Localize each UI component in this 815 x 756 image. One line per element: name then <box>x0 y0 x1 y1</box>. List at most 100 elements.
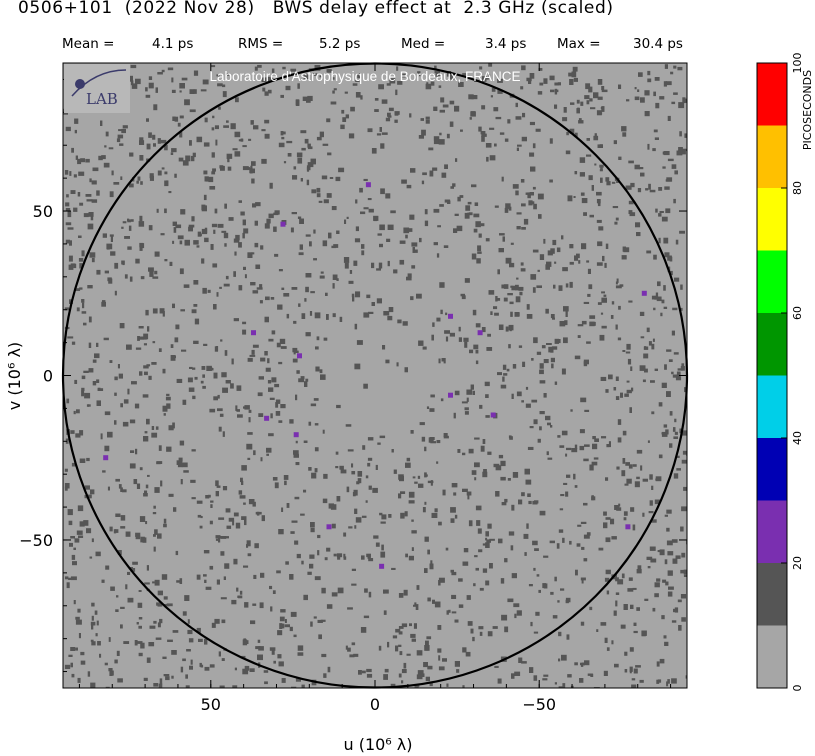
speckle <box>536 285 542 288</box>
speckle <box>70 647 76 651</box>
speckle <box>148 267 154 272</box>
speckle <box>384 668 389 673</box>
speckle <box>489 127 495 130</box>
speckle <box>208 176 214 183</box>
speckle <box>431 334 434 341</box>
speckle <box>117 364 120 369</box>
speckle <box>70 190 76 194</box>
speckle <box>445 336 449 342</box>
speckle <box>144 371 148 376</box>
speckle <box>135 535 141 540</box>
speckle <box>403 589 408 596</box>
speckle <box>462 647 467 653</box>
speckle <box>222 91 227 98</box>
speckle <box>91 199 98 203</box>
speckle <box>570 102 575 105</box>
speckle <box>573 473 576 480</box>
speckle <box>178 157 184 162</box>
speckle <box>655 208 658 213</box>
speckle <box>351 471 356 475</box>
speckle <box>565 453 568 457</box>
speckle <box>264 223 270 229</box>
speckle <box>298 303 301 307</box>
speckle <box>489 155 496 161</box>
speckle <box>485 143 492 148</box>
speckle <box>292 347 298 353</box>
speckle <box>170 152 174 155</box>
speckle <box>662 579 667 583</box>
speckle <box>468 448 474 454</box>
speckle <box>398 631 403 635</box>
speckle <box>261 515 265 522</box>
speckle <box>557 600 560 603</box>
speckle <box>529 152 535 157</box>
speckle <box>357 471 363 477</box>
speckle <box>429 170 434 177</box>
speckle <box>225 73 230 76</box>
speckle <box>332 283 335 289</box>
speckle <box>295 462 300 466</box>
speckle <box>529 426 534 429</box>
speckle <box>399 651 403 656</box>
speckle <box>120 487 123 492</box>
speckle <box>145 94 151 98</box>
speckle <box>410 430 414 434</box>
speckle <box>149 173 154 179</box>
speckle <box>507 598 514 603</box>
colorbar-bins <box>757 63 787 688</box>
speckle <box>240 138 244 142</box>
speckle <box>158 445 162 451</box>
speckle <box>362 445 366 450</box>
speckle <box>361 515 367 518</box>
speckle <box>240 477 243 483</box>
speckle <box>478 549 483 553</box>
speckle <box>313 398 319 401</box>
speckle <box>642 379 646 383</box>
speckle <box>196 136 203 143</box>
speckle <box>446 683 449 687</box>
speckle <box>465 651 471 657</box>
speckle <box>335 176 341 182</box>
speckle <box>636 569 642 574</box>
speckle <box>75 619 82 625</box>
speckle <box>310 527 315 533</box>
colorbar-tick-label: 20 <box>791 556 804 570</box>
speckle <box>333 88 337 91</box>
speckle <box>171 148 177 153</box>
speckle <box>515 116 522 120</box>
speckle <box>257 64 262 68</box>
speckle <box>673 473 679 479</box>
speckle <box>577 524 582 527</box>
high-delay-point <box>379 563 385 569</box>
speckle <box>345 645 348 650</box>
speckle <box>201 258 205 264</box>
speckle <box>554 88 558 95</box>
speckle <box>498 454 504 459</box>
speckle <box>640 172 645 177</box>
speckle <box>433 106 438 111</box>
speckle <box>566 447 572 451</box>
speckle <box>503 284 509 289</box>
speckle <box>683 569 687 575</box>
speckle <box>314 468 318 473</box>
speckle <box>68 577 74 580</box>
speckle <box>479 66 483 70</box>
speckle <box>252 603 257 606</box>
speckle <box>297 216 302 219</box>
speckle <box>152 276 159 279</box>
speckle <box>413 604 417 607</box>
speckle <box>466 491 472 496</box>
speckle <box>205 495 210 499</box>
speckle <box>226 120 229 123</box>
speckle <box>348 280 354 284</box>
speckle <box>355 226 359 232</box>
speckle <box>584 95 590 100</box>
speckle <box>681 363 685 367</box>
speckle <box>478 626 484 630</box>
speckle <box>339 465 344 470</box>
speckle <box>630 182 635 188</box>
speckle <box>549 138 553 144</box>
speckle <box>522 361 526 367</box>
speckle <box>502 364 507 370</box>
speckle <box>652 607 656 612</box>
